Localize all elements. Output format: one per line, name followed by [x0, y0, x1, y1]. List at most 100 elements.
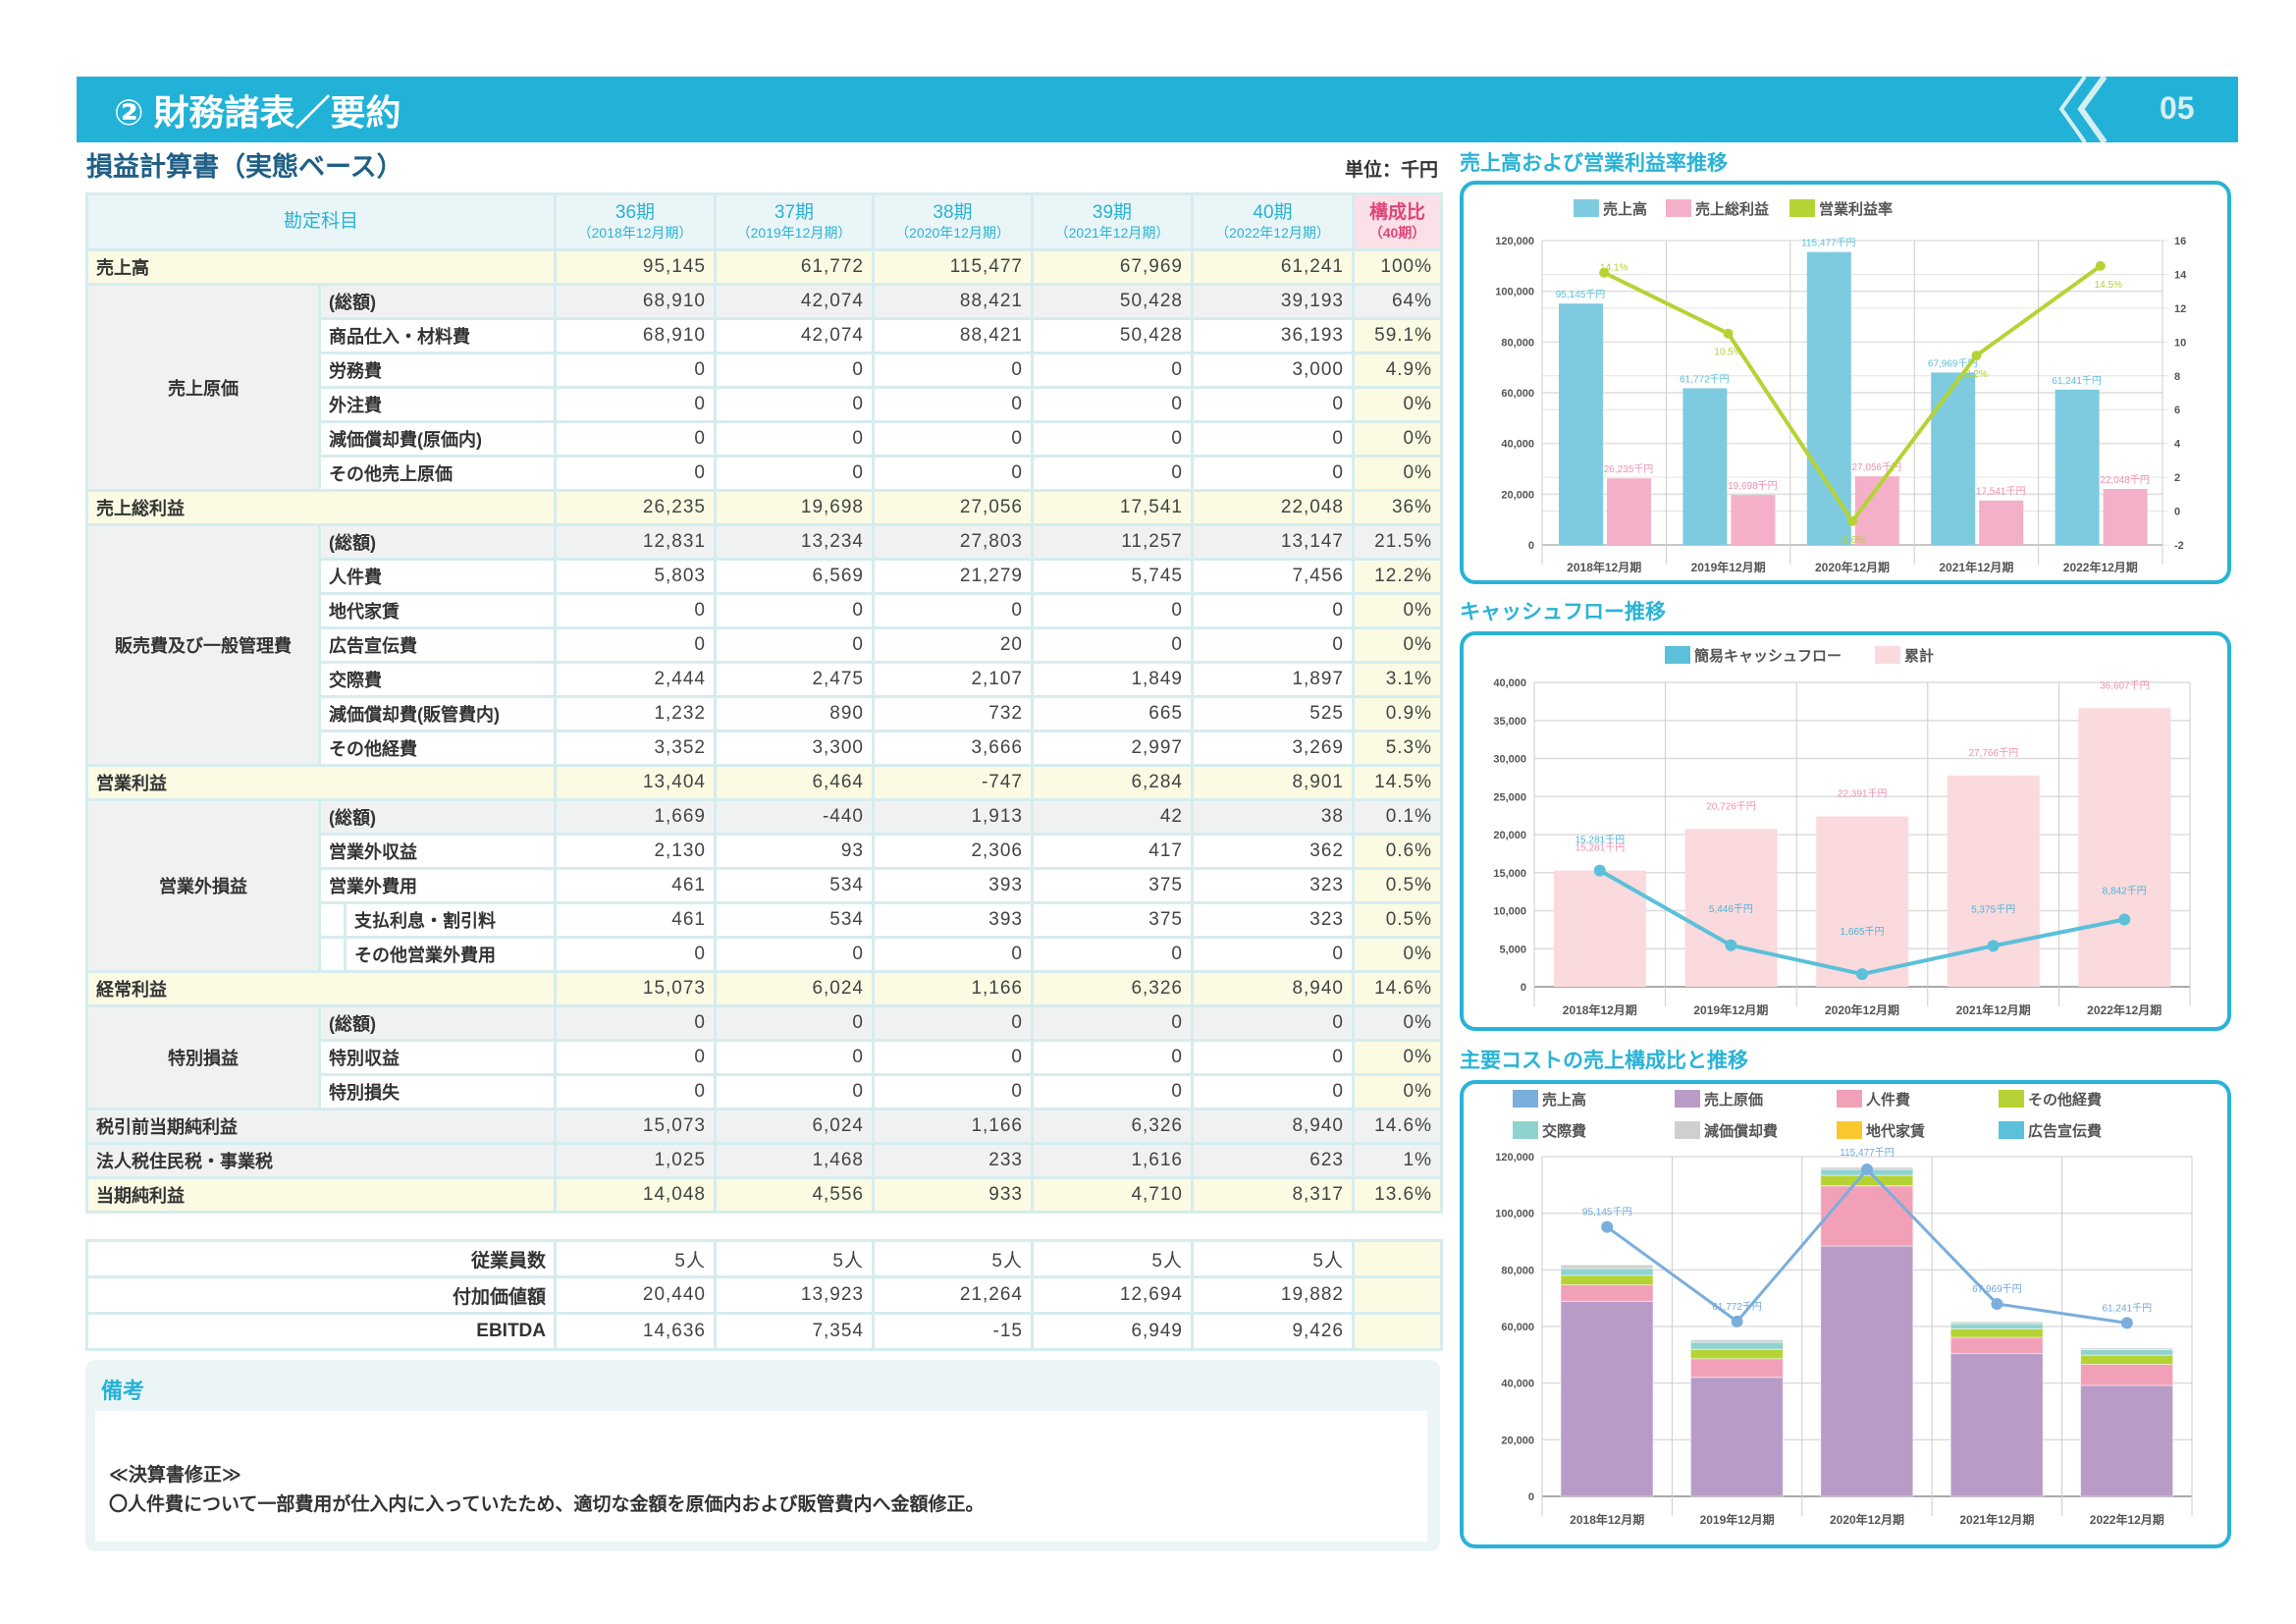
table-row: 人件費 5,803 6,569 21,279 5,745 7,456 12.2% — [87, 558, 1443, 595]
row-label: 営業外費用 — [318, 867, 557, 904]
value-cell: 5人 — [1031, 1239, 1194, 1278]
data-label: 61,241千円 — [2103, 1302, 2153, 1314]
ratio-cell: 1% — [1352, 1142, 1443, 1179]
value-cell: 6,024 — [714, 1108, 875, 1145]
legend-label: 累計 — [1904, 647, 1934, 665]
legend-swatch — [1837, 1121, 1862, 1139]
chart3-title: 主要コストの売上構成比と推移 — [1460, 1050, 1748, 1072]
row-label: 減価償却費(販管費内) — [318, 695, 557, 732]
unit-label: 単位：千円 — [1345, 160, 1439, 181]
table-row: 地代家賃 0 0 0 0 0 0% — [87, 592, 1443, 629]
legend-label: 交際費 — [1542, 1122, 1586, 1140]
period-sub: （2019年12月期） — [736, 225, 852, 242]
y-tick-label: 20,000 — [1493, 830, 1526, 841]
x-tick-label: 2019年12月期 — [1700, 1512, 1775, 1527]
y-tick-label: 60,000 — [1501, 388, 1534, 400]
table-row: 当期純利益 14,048 4,556 933 4,710 8,317 13.6% — [85, 1176, 1443, 1214]
stack-segment — [1949, 1336, 2044, 1355]
ratio-cell: 0% — [1352, 936, 1443, 973]
ratio-cell: 0% — [1352, 1073, 1443, 1110]
value-cell: 67,969 — [1031, 248, 1194, 286]
table-row: 経常利益 15,073 6,024 1,166 6,326 8,940 14.6% — [85, 970, 1443, 1007]
table-row: 広告宣伝費 0 0 20 0 0 0% — [87, 626, 1443, 664]
value-cell: 50,428 — [1031, 283, 1194, 320]
value-cell: 461 — [554, 867, 717, 904]
value-cell: 0 — [872, 386, 1034, 423]
legend-swatch — [1675, 1090, 1700, 1108]
extra-metrics-table: 従業員数 5人 5人 5人 5人 5人 付加価値額 20,440 13,923 21,264 12,… — [85, 1239, 1443, 1351]
data-label: 27,766千円 — [1969, 747, 2019, 759]
stack-segment — [1689, 1339, 1784, 1343]
table-header-row: 勘定科目 36期 （2018年12月期） 37期 （2019年12月期） 38期 （2020… — [85, 192, 1443, 251]
y-tick-label: 80,000 — [1501, 1265, 1534, 1276]
data-label: 22,391千円 — [1838, 787, 1888, 799]
value-cell: 3,352 — [554, 730, 717, 767]
notes-body: ≪決算書修正≫ 〇人件費について一部費用が仕入内に入っていたため、適切な金額を原… — [95, 1411, 1427, 1542]
ratio-cell: 4.9% — [1352, 352, 1443, 389]
line-point — [1987, 940, 2000, 952]
value-cell: 0 — [872, 1073, 1034, 1110]
ratio-cell: 12.2% — [1352, 558, 1443, 595]
period-header: 39期 （2021年12月期） — [1031, 192, 1194, 251]
cashflow-chart-panel: 簡易キャッシュフロー 累計 0 5,000 10,000 15,000 20,000 25,0… — [1460, 631, 2231, 1031]
value-cell: 88,421 — [872, 283, 1034, 320]
period-header: 38期 （2020年12月期） — [872, 192, 1034, 251]
ratio-cell: 0% — [1352, 1004, 1443, 1042]
y2-tick-label: 4 — [2174, 439, 2181, 451]
pl-title: 損益計算書（実態ベース） — [86, 152, 403, 182]
y-tick-label: 100,000 — [1495, 1209, 1534, 1220]
value-cell: 68,910 — [554, 317, 717, 354]
row-label: 外注費 — [318, 386, 557, 423]
value-cell: 0 — [1191, 455, 1355, 492]
table-row: 税引前当期純利益 15,073 6,024 1,166 6,326 8,940 14.6% — [85, 1108, 1443, 1145]
bar-sales — [1931, 372, 1976, 545]
value-cell: 15,073 — [554, 970, 717, 1007]
x-tick-label: 2020年12月期 — [1825, 1002, 1899, 1017]
stack-segment — [1820, 1174, 1914, 1187]
stack-segment — [1689, 1348, 1784, 1360]
value-cell: 0 — [1191, 626, 1355, 664]
bar-sales — [1806, 251, 1851, 545]
ratio-cell: 64% — [1352, 283, 1443, 320]
value-cell: 0 — [1031, 1039, 1194, 1076]
indent-cell — [318, 936, 347, 973]
value-cell: 0 — [872, 592, 1034, 629]
value-cell: 0 — [1031, 1073, 1194, 1110]
data-label: 67,969千円 — [1972, 1283, 2022, 1295]
y-tick-label: 40,000 — [1493, 677, 1526, 689]
value-cell: 5人 — [872, 1239, 1034, 1278]
period-label: 36期 — [614, 202, 656, 224]
value-cell: 933 — [872, 1176, 1034, 1214]
stack-segment — [1560, 1264, 1654, 1270]
bar-gross-profit — [1731, 495, 1776, 545]
ratio-cell: 5.3% — [1352, 730, 1443, 767]
y-tick-label: 100,000 — [1495, 287, 1534, 298]
value-cell: 13,234 — [714, 523, 875, 561]
line-point — [1601, 1220, 1614, 1233]
ratio-label: （40期） — [1368, 225, 1426, 242]
value-cell: 88,421 — [872, 317, 1034, 354]
value-cell: 0 — [1031, 1004, 1194, 1042]
value-cell: 0 — [1191, 1004, 1355, 1042]
x-tick-label: 2018年12月期 — [1570, 1512, 1644, 1527]
line-point — [1856, 968, 1868, 981]
ratio-cell — [1352, 1239, 1443, 1278]
x-tick-label: 2022年12月期 — [2087, 1002, 2162, 1017]
value-cell: 2,306 — [872, 833, 1034, 870]
cost-chart-panel: 売上高 売上原価 人件費 その他経費 交際費 減価償却費 地代家賃 広告宣伝費 0 20,000 4… — [1460, 1080, 2231, 1548]
value-cell: 1,166 — [872, 970, 1034, 1007]
value-cell: 9,426 — [1191, 1312, 1355, 1351]
data-label: 115,477千円 — [1801, 238, 1855, 249]
table-row: その他経費 3,352 3,300 3,666 2,997 3,269 5.3% — [87, 730, 1443, 767]
value-cell: 2,475 — [714, 661, 875, 698]
value-cell: 362 — [1191, 833, 1355, 870]
y-tick-label: 40,000 — [1501, 1379, 1534, 1390]
bar-gross-profit — [1979, 500, 2024, 545]
value-cell: 0 — [1031, 592, 1194, 629]
row-label: (総額) — [318, 798, 557, 836]
value-cell: 42 — [1031, 798, 1194, 836]
legend-swatch — [1574, 199, 1599, 217]
ratio-cell: 14.6% — [1352, 1108, 1443, 1145]
legend-swatch — [1789, 199, 1815, 217]
table-row: その他営業外費用 0 0 0 0 0 0% — [87, 936, 1443, 973]
